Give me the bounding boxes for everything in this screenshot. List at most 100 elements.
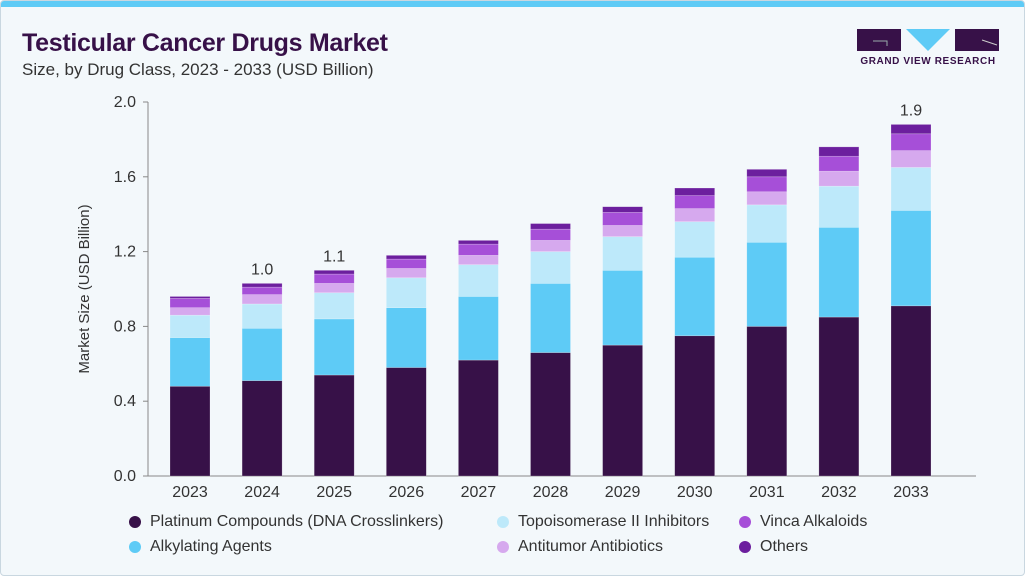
top-accent-band [1, 1, 1024, 7]
legend-swatch [739, 541, 751, 553]
chart-subtitle: Size, by Drug Class, 2023 - 2033 (USD Bi… [22, 60, 374, 79]
bar-segment [746, 169, 788, 178]
x-tick-label: 2029 [605, 484, 641, 501]
bar-segment [530, 251, 571, 284]
bar-segment [169, 307, 211, 316]
bar-segment [818, 155, 860, 172]
x-tick-label: 2031 [749, 484, 785, 501]
bar-segment [746, 204, 788, 243]
y-tick-label: 0.8 [114, 318, 136, 335]
grand-view-research-logo: GRAND VIEW RESEARCH [857, 29, 999, 67]
legend-label: Vinca Alkaloids [760, 513, 868, 530]
bar-segment [385, 367, 427, 477]
bar-segment [530, 240, 571, 252]
bar-segment [890, 167, 932, 211]
data-label: 1.9 [900, 102, 922, 119]
bar-segment [746, 176, 788, 193]
legend-label: Platinum Compounds (DNA Crosslinkers) [150, 513, 444, 530]
bar-segment [746, 241, 788, 327]
bar-segment [169, 385, 211, 477]
legend-swatch [129, 516, 141, 528]
bar-segment [746, 326, 788, 477]
bar-segment [169, 314, 211, 338]
bar-segment [169, 296, 211, 299]
bar-segment [241, 283, 283, 288]
bar-segment [674, 221, 716, 258]
bar-segment [674, 335, 716, 477]
bar-segment [818, 226, 860, 318]
bar-segment [313, 273, 355, 284]
bar-segment [241, 294, 283, 305]
bar-segment [674, 187, 716, 196]
gvr-logo-icon [857, 29, 999, 51]
bar-segment [169, 337, 211, 387]
bar-segment [313, 283, 355, 294]
x-tick-label: 2030 [677, 484, 713, 501]
chart-title: Testicular Cancer Drugs Market [22, 29, 388, 57]
bar-segment [530, 283, 571, 353]
legend-swatch [129, 541, 141, 553]
y-tick-label: 2.0 [114, 94, 136, 111]
y-tick-label: 0.4 [114, 393, 136, 410]
bar-segment [458, 264, 499, 297]
bar-segment [385, 307, 427, 368]
bar-segment [818, 146, 860, 157]
bar-segment [890, 210, 932, 307]
bar-segment [602, 236, 643, 271]
bar-segment [602, 212, 643, 226]
bar-segment [674, 195, 716, 209]
x-tick-label: 2033 [893, 484, 929, 501]
bar-segment [385, 277, 427, 308]
bar-segment [602, 206, 643, 213]
bar-segment [313, 292, 355, 320]
y-tick-label: 0.0 [114, 468, 136, 485]
bar-segment [530, 228, 571, 241]
bar-segment [890, 133, 932, 151]
bar-segment [890, 150, 932, 168]
legend-label: Alkylating Agents [150, 538, 272, 555]
bar-segment [674, 256, 716, 337]
bar-segment [530, 223, 571, 230]
bar-segment [241, 380, 283, 477]
bar-segment [746, 191, 788, 206]
logo-text: GRAND VIEW RESEARCH [860, 56, 996, 67]
legend-swatch [497, 541, 509, 553]
legend-swatch [739, 516, 751, 528]
bar-segment [458, 359, 499, 477]
legend-swatch [497, 516, 509, 528]
legend-item: Alkylating Agents [129, 538, 272, 556]
bar-segment [458, 255, 499, 265]
bar-segment [241, 303, 283, 329]
bar-segment [385, 258, 427, 269]
legend-label: Topoisomerase II Inhibitors [518, 513, 710, 530]
bar-segment [458, 243, 499, 256]
bar-segment [313, 374, 355, 477]
bar-segment [818, 316, 860, 477]
legend-item: Topoisomerase II Inhibitors [497, 513, 709, 531]
bar-segment [890, 305, 932, 477]
bar-segment [530, 352, 571, 477]
bar-segment [602, 344, 643, 477]
y-tick-label: 1.6 [114, 169, 136, 186]
bar-segment [674, 208, 716, 222]
legend-item: Vinca Alkaloids [739, 513, 867, 531]
bar-segment [458, 240, 499, 245]
bar-segment [458, 296, 499, 361]
x-tick-label: 2023 [172, 484, 208, 501]
legend-item: Platinum Compounds (DNA Crosslinkers) [129, 513, 443, 531]
x-tick-label: 2026 [389, 484, 425, 501]
x-tick-label: 2024 [244, 484, 280, 501]
bar-segment [241, 286, 283, 295]
x-tick-label: 2025 [316, 484, 352, 501]
legend-item: Others [739, 538, 808, 556]
x-tick-label: 2027 [461, 484, 497, 501]
bar-segment [313, 269, 355, 275]
bar-segment [602, 269, 643, 346]
data-label: 1.0 [251, 261, 273, 278]
bar-segment [313, 318, 355, 376]
data-label: 1.1 [323, 248, 345, 265]
bar-segment [602, 225, 643, 237]
bar-segment [818, 185, 860, 228]
